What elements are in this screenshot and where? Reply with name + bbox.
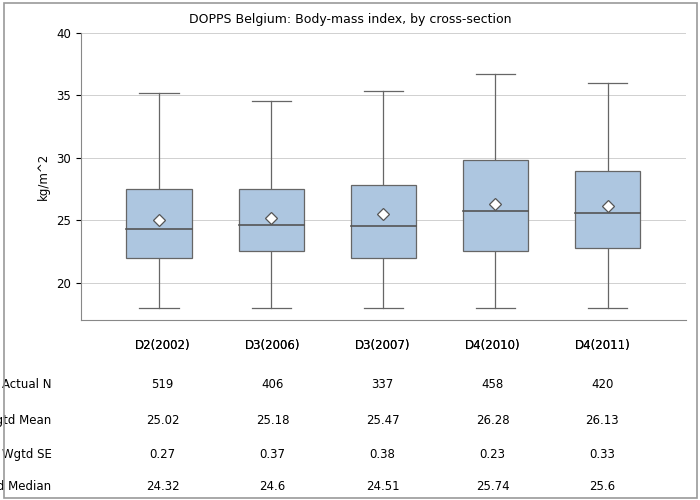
Text: 337: 337: [372, 378, 393, 391]
Text: 25.02: 25.02: [146, 414, 180, 426]
Text: 0.37: 0.37: [260, 448, 286, 460]
Text: 24.6: 24.6: [260, 480, 286, 493]
Text: Wgtd Mean: Wgtd Mean: [0, 414, 52, 426]
Text: 26.13: 26.13: [585, 414, 620, 426]
Text: 24.51: 24.51: [366, 480, 400, 493]
Text: 25.6: 25.6: [589, 480, 615, 493]
Text: D4(2011): D4(2011): [575, 339, 630, 352]
Y-axis label: kg/m^2: kg/m^2: [37, 152, 50, 200]
Text: D2(2002): D2(2002): [135, 339, 190, 352]
Text: 458: 458: [482, 378, 503, 391]
Text: 25.47: 25.47: [366, 414, 400, 426]
Text: 0.38: 0.38: [370, 448, 395, 460]
Text: D3(2007): D3(2007): [355, 339, 410, 352]
Bar: [351, 185, 416, 258]
Text: D4(2011): D4(2011): [575, 339, 630, 352]
Text: 0.33: 0.33: [589, 448, 615, 460]
Text: D4(2010): D4(2010): [465, 339, 520, 352]
Text: 24.32: 24.32: [146, 480, 180, 493]
Text: 420: 420: [592, 378, 613, 391]
Text: 25.74: 25.74: [476, 480, 510, 493]
Bar: [575, 172, 640, 248]
Text: DOPPS Belgium: Body-mass index, by cross-section: DOPPS Belgium: Body-mass index, by cross…: [189, 12, 511, 26]
Text: Actual N: Actual N: [2, 378, 52, 391]
Text: 519: 519: [152, 378, 174, 391]
Text: 26.28: 26.28: [476, 414, 510, 426]
Text: D3(2006): D3(2006): [245, 339, 300, 352]
Text: 25.18: 25.18: [256, 414, 289, 426]
Text: D4(2010): D4(2010): [465, 339, 520, 352]
Text: 0.23: 0.23: [480, 448, 505, 460]
Text: D3(2006): D3(2006): [245, 339, 300, 352]
Text: Wgtd SE: Wgtd SE: [1, 448, 52, 460]
Bar: [127, 188, 192, 258]
Text: Wgtd Median: Wgtd Median: [0, 480, 52, 493]
Text: D2(2002): D2(2002): [135, 339, 190, 352]
Bar: [463, 160, 528, 251]
Text: 0.27: 0.27: [150, 448, 176, 460]
Text: 406: 406: [262, 378, 284, 391]
Text: D3(2007): D3(2007): [355, 339, 410, 352]
Bar: [239, 188, 304, 251]
